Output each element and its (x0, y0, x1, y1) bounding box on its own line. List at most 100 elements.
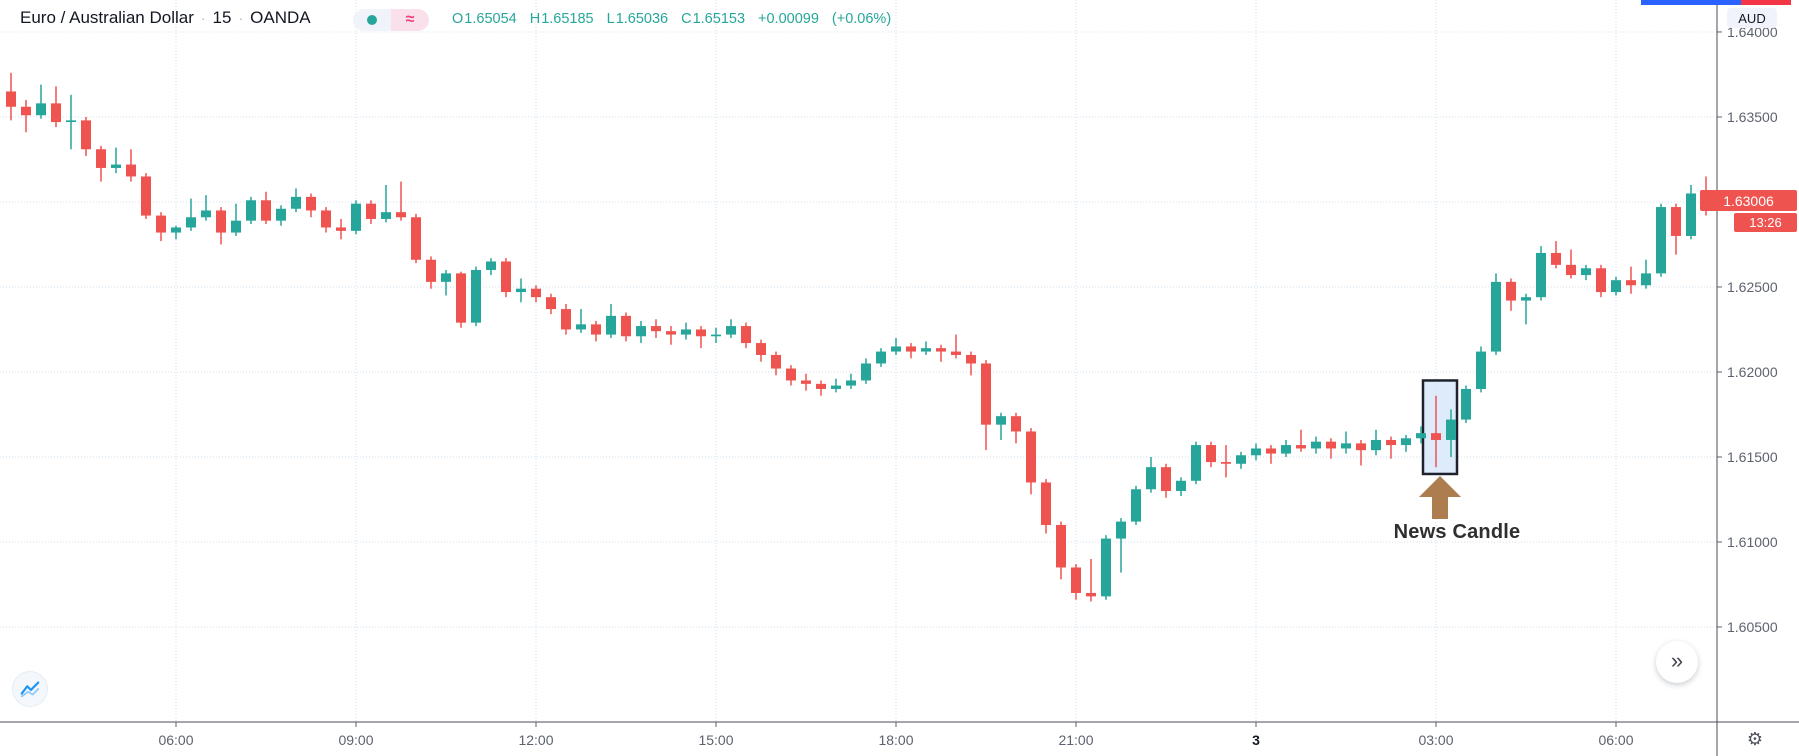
separator-dot: · (200, 10, 206, 26)
candle-down (936, 348, 946, 352)
change-percent: (+0.06%) (831, 11, 892, 27)
candle-down (1671, 207, 1681, 236)
candle-down (1026, 431, 1036, 483)
candle-up (1521, 297, 1531, 301)
candle-up (1281, 445, 1291, 454)
candle-up (711, 334, 721, 337)
candle-down (1161, 467, 1171, 491)
candle-up (1236, 455, 1246, 464)
candle-up (441, 273, 451, 282)
candle-down (546, 297, 556, 310)
exchange-label: OANDA (250, 8, 311, 27)
tradingview-logo-button[interactable] (13, 672, 47, 706)
top-strip-red (1741, 0, 1791, 5)
time-axis-settings-button[interactable]: ⚙ (1742, 726, 1768, 752)
candle-up (1311, 441, 1321, 449)
candle-down (261, 200, 271, 221)
candle-down (756, 343, 766, 355)
realtime-dot-icon (367, 15, 377, 25)
candle-up (1401, 438, 1411, 446)
market-status-pill[interactable]: ≈ (353, 9, 429, 31)
realtime-status-segment[interactable] (353, 9, 391, 31)
candle-down (1506, 281, 1516, 301)
candle-up (846, 380, 856, 386)
candle-up (1641, 273, 1651, 286)
candle-down (561, 309, 571, 330)
candle-up (1146, 467, 1156, 490)
go-to-realtime-button[interactable]: » (1656, 641, 1698, 683)
candle-down (1206, 445, 1216, 463)
candle-down (141, 176, 151, 216)
candle-down (1626, 280, 1636, 286)
candle-down (696, 329, 706, 337)
news-arrow-up-icon[interactable] (1419, 476, 1461, 519)
candle-up (291, 196, 301, 209)
candle-up (276, 208, 286, 221)
time-tick-label: 3 (1252, 732, 1260, 748)
candle-down (126, 164, 136, 177)
delayed-data-segment[interactable]: ≈ (391, 9, 429, 31)
price-tick-label: 1.62000 (1727, 364, 1778, 380)
candle-up (36, 103, 46, 116)
candle-down (1326, 441, 1336, 449)
candle-up (996, 416, 1006, 425)
candle-up (1446, 419, 1456, 440)
high-label: H (529, 11, 541, 27)
candle-down (81, 120, 91, 150)
candle-up (1176, 480, 1186, 491)
approx-icon: ≈ (405, 11, 415, 28)
time-tick-label: 09:00 (338, 732, 373, 748)
candle-up (1656, 207, 1666, 274)
candle-down (1356, 443, 1366, 451)
candle-up (381, 212, 391, 219)
candle-up (606, 315, 616, 335)
candle-up (1116, 521, 1126, 539)
candle-up (1131, 489, 1141, 522)
gear-icon: ⚙ (1746, 728, 1764, 749)
candle-down (216, 210, 226, 233)
candle-up (246, 200, 256, 221)
ohlc-readout: O 1.65054 H 1.65185 L 1.65036 C 1.65153 +0.0… (452, 11, 891, 27)
last-price-label: 1.63006 (1700, 190, 1797, 211)
close-value: 1.65153 (692, 11, 746, 27)
candle-down (1041, 482, 1051, 525)
high-value: 1.65185 (541, 11, 594, 27)
candle-down (1056, 524, 1066, 568)
candle-up (1476, 351, 1486, 389)
candle-down (1551, 252, 1561, 265)
chart-legend: Euro / Australian Dollar · 15 · OANDA (20, 8, 311, 28)
news-candle-annotation-label[interactable]: News Candle (1393, 521, 1521, 543)
currency-badge[interactable]: AUD (1727, 8, 1777, 28)
time-tick-label: 06:00 (1598, 732, 1633, 748)
price-tick-label: 1.60500 (1727, 619, 1778, 635)
candle-down (1071, 567, 1081, 593)
low-value: 1.65036 (615, 11, 669, 27)
candle-up (726, 326, 736, 335)
candle-down (336, 227, 346, 231)
candle-down (771, 354, 781, 369)
candle-up (201, 210, 211, 218)
time-tick-label: 12:00 (518, 732, 553, 748)
separator-dot: · (238, 10, 244, 26)
candle-up (186, 217, 196, 228)
candle-down (1566, 264, 1576, 276)
candle-countdown: 13:26 (1734, 213, 1797, 232)
candle-down (981, 363, 991, 425)
candle-up (1461, 388, 1471, 420)
price-tick-label: 1.61000 (1727, 534, 1778, 550)
candle-up (111, 164, 121, 168)
candle-up (576, 324, 586, 330)
candle-up (831, 385, 841, 389)
symbol-title[interactable]: Euro / Australian Dollar (20, 8, 194, 27)
candle-down (951, 351, 961, 355)
interval-label[interactable]: 15 (212, 8, 232, 27)
time-tick-label: 03:00 (1418, 732, 1453, 748)
candle-down (51, 103, 61, 123)
candle-up (1611, 280, 1621, 293)
candle-up (1581, 268, 1591, 276)
price-tick-label: 1.62500 (1727, 279, 1778, 295)
candle-down (906, 346, 916, 352)
candle-up (1686, 193, 1696, 236)
